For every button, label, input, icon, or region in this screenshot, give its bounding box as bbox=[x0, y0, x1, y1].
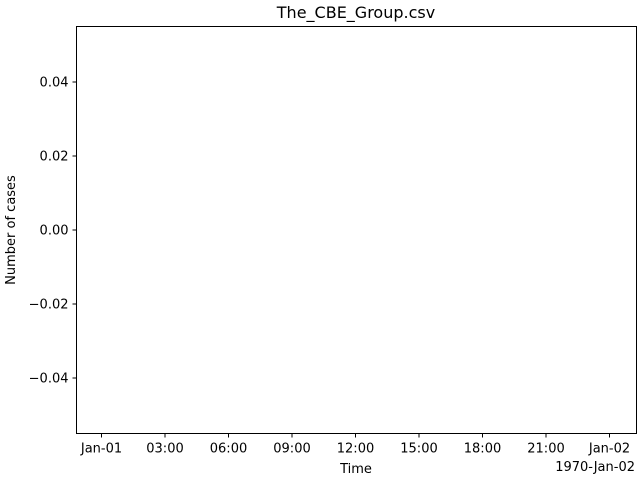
x-tick-label: 12:00 bbox=[337, 442, 374, 457]
x-tick-label: 06:00 bbox=[210, 442, 247, 457]
x-offset-label: 1970-Jan-02 bbox=[555, 460, 635, 475]
y-tick-label: 0.04 bbox=[40, 76, 69, 91]
x-tick-label: 18:00 bbox=[464, 442, 501, 457]
x-axis-label: Time bbox=[339, 462, 372, 477]
x-tick-label: Jan-02 bbox=[588, 442, 630, 457]
y-tick-label: −0.04 bbox=[29, 372, 69, 387]
chart-title: The_CBE_Group.csv bbox=[276, 3, 435, 23]
x-tick-label: Jan-01 bbox=[80, 442, 122, 457]
plot-area bbox=[76, 26, 637, 434]
x-axis: Jan-01 03:00 06:00 09:00 12:00 15:00 18:00 21:0… bbox=[80, 433, 630, 457]
y-tick-label: 0.02 bbox=[40, 150, 69, 165]
x-tick-label: 03:00 bbox=[146, 442, 183, 457]
x-tick-label: 15:00 bbox=[400, 442, 437, 457]
y-axis: 0.04 0.02 0.00 −0.02 −0.04 bbox=[29, 76, 77, 387]
y-axis-label: Number of cases bbox=[4, 175, 19, 285]
y-tick-label: −0.02 bbox=[29, 298, 69, 313]
x-tick-label: 21:00 bbox=[527, 442, 564, 457]
x-tick-label: 09:00 bbox=[273, 442, 310, 457]
y-tick-label: 0.00 bbox=[40, 224, 69, 239]
